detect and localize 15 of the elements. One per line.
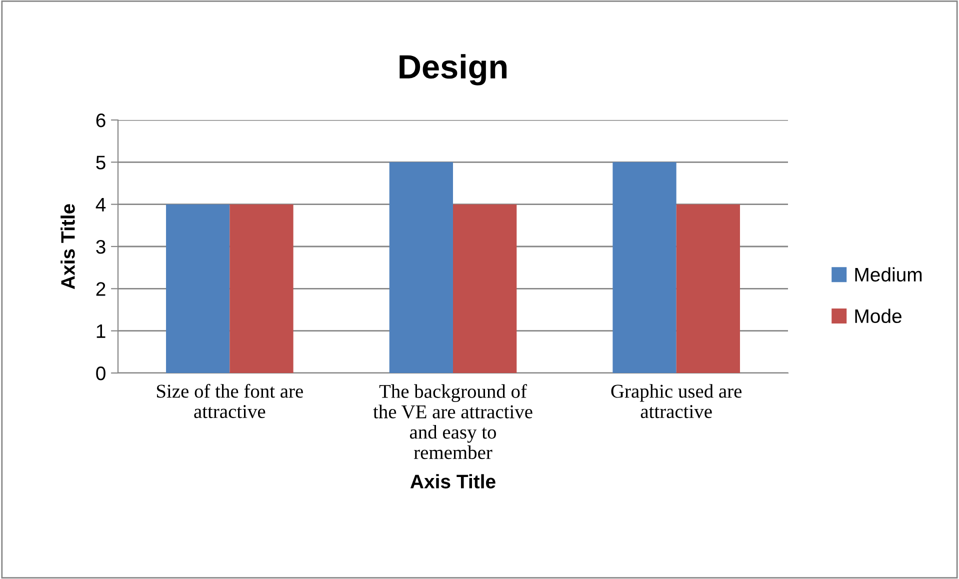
legend-label: Medium bbox=[855, 267, 922, 282]
x-tick-label: Graphic used are attractive bbox=[611, 384, 742, 418]
y-tick-label: 4 bbox=[96, 198, 106, 212]
x-axis-title: Axis Title bbox=[410, 474, 496, 488]
x-tick-label: Size of the font are attractive bbox=[157, 384, 303, 418]
y-tick-label: 0 bbox=[96, 366, 106, 380]
y-tick-label: 3 bbox=[96, 240, 106, 254]
chart-title: Design bbox=[400, 54, 507, 86]
y-tick-label: 6 bbox=[96, 113, 106, 128]
x-tick-label: The background of the VE are attractive and easy to remember bbox=[373, 384, 532, 460]
y-axis-title: Axis Title bbox=[60, 204, 75, 290]
y-tick-label: 2 bbox=[96, 282, 106, 296]
y-tick-label: 1 bbox=[96, 324, 106, 338]
y-tick-label: 5 bbox=[96, 156, 106, 170]
legend-label: Mode bbox=[855, 308, 902, 324]
